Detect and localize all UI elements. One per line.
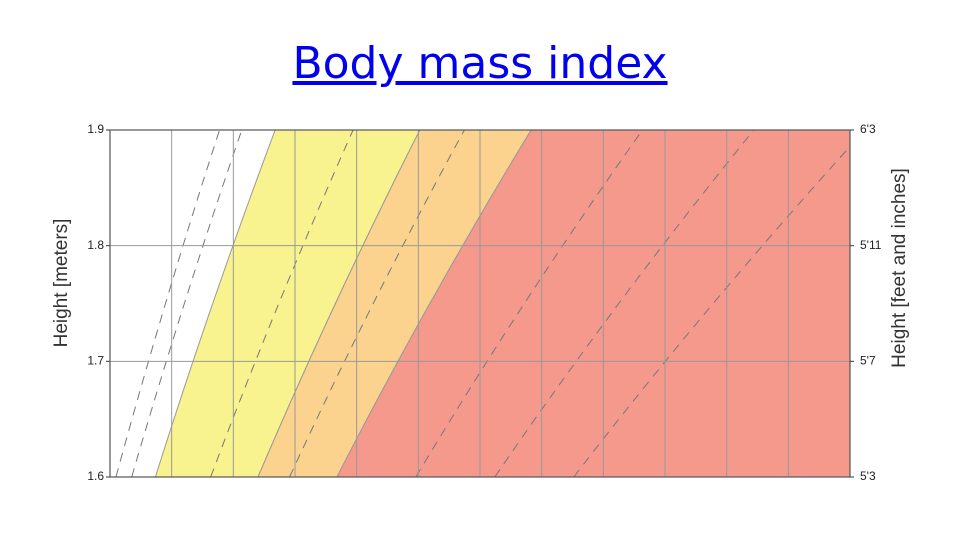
bmi-line [115,130,220,477]
y2-axis-label: Height [feet and inches] [889,168,910,368]
y-tick-label: 1.9 [87,122,104,136]
title-container: Body mass index [0,38,960,89]
bmi-line [573,145,850,477]
bmi-line [210,130,354,477]
y2-tick-label: 5'11 [860,238,882,252]
bmi-line [289,130,465,477]
y-tick-label: 1.8 [87,238,104,252]
axes: 1.6 1.7 1.8 1.9 5'3 5'7 5'11 6'3 [87,122,881,483]
plot-area [115,130,850,477]
y2-tick-label: 6'3 [860,122,876,136]
y2-tick-label: 5'3 [860,469,876,483]
y-tick-label: 1.7 [87,354,104,368]
y-axis-label: Height [meters] [51,219,72,348]
bmi-band [336,130,850,477]
y-tick-label: 1.6 [87,469,104,483]
title-link[interactable]: Body mass index [292,38,668,89]
plot-frame [109,129,851,478]
bmi-line [415,130,643,477]
bmi-line [131,130,243,477]
bmi-line [494,130,755,477]
y2-tick-label: 5'7 [860,354,876,368]
